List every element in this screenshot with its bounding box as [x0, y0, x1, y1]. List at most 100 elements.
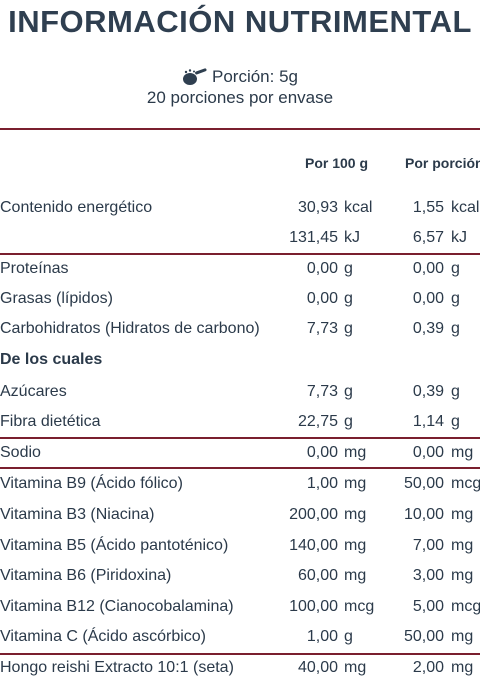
unit-per-serving: mg: [451, 567, 474, 584]
nutrient-name: Fibra dietética: [0, 413, 101, 430]
value-per-serving: 0,00: [412, 290, 444, 307]
value-per-serving: 0,00: [412, 260, 444, 277]
nutrient-name: Grasas (lípidos): [0, 290, 113, 307]
table-row: Grasas (lípidos) 0,00 g 0,00 g: [0, 287, 480, 311]
table-row: Azúcares 7,73 g 0,39 g: [0, 380, 480, 404]
nutrient-name: Vitamina B12 (Cianocobalamina): [0, 598, 234, 615]
value-per-100g: 22,75: [297, 413, 338, 430]
unit-per-100g: mg: [344, 475, 367, 492]
servings-per-container: 20 porciones por envase: [146, 88, 334, 107]
value-per-100g: 140,00: [289, 537, 338, 554]
nutrient-name: Vitamina C (Ácido ascórbico): [0, 628, 207, 645]
nutrient-name: Vitamina B9 (Ácido fólico): [0, 475, 183, 492]
unit-per-serving: mcg: [451, 475, 480, 492]
value-per-100g: 30,93: [297, 199, 338, 216]
unit-per-serving: g: [451, 413, 460, 430]
value-per-serving: 2,00: [412, 659, 444, 676]
nutrient-name: Contenido energético: [0, 199, 153, 216]
value-per-100g: 200,00: [289, 506, 338, 523]
portion-size: Porción: 5g: [212, 67, 298, 86]
unit-per-100g: mg: [344, 567, 367, 584]
table-row: Carbohidratos (Hidratos de carbono) 7,73…: [0, 317, 480, 341]
unit-per-100g: g: [344, 320, 353, 337]
page-title: INFORMACIÓN NUTRIMENTAL: [8, 4, 472, 39]
header-per-serving: Por porción: [405, 155, 480, 171]
unit-per-serving: g: [451, 320, 460, 337]
unit-per-100g: mg: [344, 444, 367, 461]
value-per-serving: 0,39: [412, 383, 444, 400]
value-per-100g: 1,00: [306, 475, 338, 492]
table-row: Hongo reishi Extracto 10:1 (seta) 40,00 …: [0, 656, 480, 680]
nutrient-name: Hongo reishi Extracto 10:1 (seta): [0, 659, 234, 676]
value-per-serving: 3,00: [412, 567, 444, 584]
value-per-100g: 0,00: [306, 260, 338, 277]
table-row: Proteínas 0,00 g 0,00 g: [0, 257, 480, 281]
table-row: Vitamina B12 (Cianocobalamina) 100,00 mc…: [0, 595, 480, 619]
unit-per-serving: g: [451, 290, 460, 307]
value-per-100g: 7,73: [306, 383, 338, 400]
value-per-100g: 1,00: [306, 628, 338, 645]
value-per-serving: 1,14: [412, 413, 444, 430]
nutrient-name: Proteínas: [0, 260, 69, 277]
divider: [0, 128, 480, 130]
value-per-serving: 5,00: [412, 598, 444, 615]
unit-per-100g: g: [344, 290, 353, 307]
nutrient-name: Sodio: [0, 444, 41, 461]
value-per-serving: 10,00: [403, 506, 444, 523]
value-per-serving: 6,57: [412, 229, 444, 246]
unit-per-100g: g: [344, 383, 353, 400]
subheading-label: De los cuales: [0, 351, 103, 368]
divider: [0, 437, 480, 439]
unit-per-100g: mg: [344, 659, 367, 676]
serving-info: Porción: 5g 20 porciones por envase: [0, 66, 480, 108]
unit-per-serving: kcal: [451, 199, 480, 216]
value-per-serving: 7,00: [412, 537, 444, 554]
value-per-serving: 0,00: [412, 444, 444, 461]
unit-per-serving: mg: [451, 659, 474, 676]
value-per-100g: 0,00: [306, 290, 338, 307]
value-per-serving: 50,00: [403, 475, 444, 492]
unit-per-100g: mg: [344, 537, 367, 554]
table-row: Sodio 0,00 mg 0,00 mg: [0, 441, 480, 465]
unit-per-serving: mg: [451, 628, 474, 645]
table-row: Vitamina B6 (Piridoxina) 60,00 mg 3,00 m…: [0, 564, 480, 588]
value-per-serving: 0,39: [412, 320, 444, 337]
unit-per-serving: kJ: [451, 229, 467, 246]
unit-per-serving: mg: [451, 537, 474, 554]
unit-per-100g: kJ: [344, 229, 360, 246]
table-row-energy-kj: 131,45 kJ 6,57 kJ: [0, 226, 480, 250]
unit-per-serving: g: [451, 383, 460, 400]
unit-per-100g: kcal: [344, 199, 373, 216]
unit-per-100g: mcg: [344, 598, 375, 615]
unit-per-100g: mg: [344, 506, 367, 523]
table-row: Vitamina C (Ácido ascórbico) 1,00 g 50,0…: [0, 625, 480, 649]
nutrient-name: Carbohidratos (Hidratos de carbono): [0, 320, 260, 337]
nutrient-name: Vitamina B5 (Ácido pantoténico): [0, 537, 229, 554]
scoop-icon: [183, 67, 207, 85]
value-per-100g: 60,00: [297, 567, 338, 584]
unit-per-serving: mg: [451, 444, 474, 461]
unit-per-serving: g: [451, 260, 460, 277]
value-per-100g: 40,00: [297, 659, 338, 676]
divider: [0, 653, 480, 655]
value-per-100g: 7,73: [306, 320, 338, 337]
table-row-energy-kcal: Contenido energético 30,93 kcal 1,55 kca…: [0, 196, 480, 220]
value-per-100g: 131,45: [289, 229, 338, 246]
value-per-serving: 1,55: [412, 199, 444, 216]
divider: [0, 253, 480, 255]
nutrient-name: Vitamina B6 (Piridoxina): [0, 567, 172, 584]
unit-per-serving: mg: [451, 506, 474, 523]
table-row: Vitamina B9 (Ácido fólico) 1,00 mg 50,00…: [0, 472, 480, 496]
unit-per-serving: mcg: [451, 598, 480, 615]
unit-per-100g: g: [344, 413, 353, 430]
header-per-100g: Por 100 g: [305, 155, 369, 171]
table-row: Vitamina B5 (Ácido pantoténico) 140,00 m…: [0, 534, 480, 558]
column-headers: Por 100 g Por porción: [0, 151, 480, 175]
value-per-100g: 0,00: [306, 444, 338, 461]
unit-per-100g: g: [344, 260, 353, 277]
table-row: Vitamina B3 (Niacina) 200,00 mg 10,00 mg: [0, 503, 480, 527]
nutrient-name: Azúcares: [0, 383, 67, 400]
value-per-serving: 50,00: [403, 628, 444, 645]
nutrient-name: Vitamina B3 (Niacina): [0, 506, 155, 523]
value-per-100g: 100,00: [289, 598, 338, 615]
